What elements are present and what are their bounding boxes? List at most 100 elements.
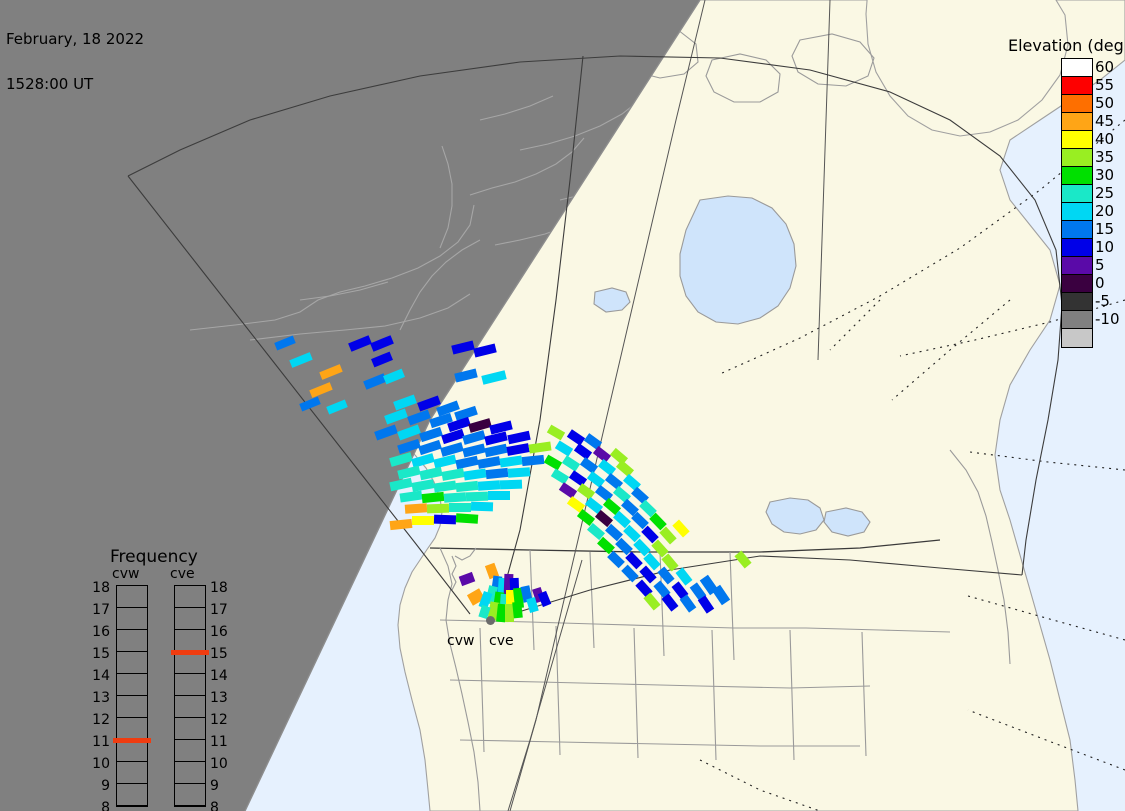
backscatter-cell	[412, 516, 434, 525]
elevation-tick-label: -5	[1095, 292, 1110, 310]
elevation-tick-label: 15	[1095, 220, 1115, 238]
frequency-tick-label: 9	[101, 778, 110, 794]
backscatter-cell	[470, 501, 494, 512]
elevation-colorbar-title: Elevation (deg)	[1008, 36, 1125, 55]
frequency-gauge-cell	[175, 784, 205, 806]
backscatter-cell	[404, 503, 428, 514]
elevation-color-cell	[1062, 95, 1092, 113]
frequency-tick-label: 18	[92, 580, 110, 596]
frequency-gauge-cell	[175, 762, 205, 784]
elevation-tick-label: 45	[1095, 112, 1115, 130]
frequency-gauge-cell	[175, 674, 205, 696]
frequency-gauge-cell	[175, 630, 205, 652]
elevation-color-cell	[1062, 257, 1092, 275]
frequency-tick-label: 15	[92, 646, 110, 662]
backscatter-cell	[573, 443, 593, 460]
elevation-color-cell	[1062, 311, 1092, 329]
backscatter-cell	[473, 343, 497, 358]
frequency-gauge-cvw	[113, 585, 151, 807]
backscatter-cell	[506, 590, 515, 614]
backscatter-cell	[659, 526, 677, 545]
backscatter-cell	[734, 550, 752, 569]
elevation-colorbar-panel: Elevation (deg) 60 55 50 45 40 35 30 25 20 15 10 5 0…	[1005, 36, 1125, 356]
elevation-color-cell	[1062, 329, 1092, 347]
site-label-cvw: cvw	[447, 633, 475, 649]
elevation-tick-label: -10	[1095, 310, 1120, 328]
backscatter-cell	[488, 491, 510, 500]
frequency-tick-label: 13	[210, 690, 228, 706]
frequency-scale-right: 18 17 16 15 14 13 12 11 10 9 8	[210, 577, 232, 811]
backscatter-cell	[537, 590, 552, 608]
frequency-tick-label: 14	[210, 668, 228, 684]
elevation-tick-label: 50	[1095, 94, 1115, 112]
frequency-gauge-cell	[117, 784, 147, 806]
backscatter-cell	[374, 424, 398, 441]
frequency-gauge-cell	[175, 740, 205, 762]
frequency-tick-label: 9	[210, 778, 219, 794]
elevation-color-cell	[1062, 167, 1092, 185]
frequency-tick-label: 14	[92, 668, 110, 684]
backscatter-cell	[407, 409, 431, 426]
backscatter-cell	[558, 482, 578, 499]
elevation-color-cell	[1062, 293, 1092, 311]
frequency-tick-label: 16	[92, 624, 110, 640]
timestamp-date: February, 18 2022	[6, 30, 145, 48]
backscatter-cell	[289, 352, 313, 368]
frequency-gauge-cell	[117, 740, 147, 762]
backscatter-cell	[543, 454, 563, 471]
day-coastline-layer	[429, 23, 1011, 811]
radar-fov-outline	[127, 55, 1063, 615]
backscatter-cell	[299, 396, 321, 412]
backscatter-cell	[528, 441, 552, 454]
elevation-color-cell	[1062, 239, 1092, 257]
backscatter-cell	[550, 468, 570, 485]
frequency-tick-label: 10	[92, 756, 110, 772]
backscatter-cell	[481, 370, 507, 385]
backscatter-cell	[485, 467, 509, 480]
backscatter-cell	[326, 399, 348, 415]
frequency-tick-label: 11	[210, 734, 228, 750]
backscatter-cell	[455, 455, 479, 470]
frequency-tick-label: 16	[210, 624, 228, 640]
frequency-marker-cve	[171, 650, 209, 655]
backscatter-cell	[505, 604, 514, 622]
backscatter-cell	[506, 443, 530, 456]
frequency-tick-label: 13	[92, 690, 110, 706]
backscatter-cell	[512, 601, 523, 619]
backscatter-cell	[309, 382, 333, 398]
frequency-gauge-cell	[175, 586, 205, 608]
backscatter-cell	[348, 335, 372, 352]
backscatter-cell	[383, 368, 405, 385]
radar-site-marker	[486, 616, 495, 625]
backscatter-cell	[443, 492, 467, 503]
backscatter-cell	[455, 513, 479, 524]
backscatter-cell	[389, 452, 413, 467]
elevation-tick-label: 30	[1095, 166, 1115, 184]
backscatter-cell	[455, 480, 479, 493]
frequency-gauge-cell	[117, 674, 147, 696]
frequency-tick-label: 18	[210, 580, 228, 596]
elevation-tick-label: 10	[1095, 238, 1115, 256]
elevation-color-cell	[1062, 203, 1092, 221]
elevation-tick-label: 5	[1095, 256, 1105, 274]
backscatter-cell	[615, 459, 635, 478]
frequency-tick-label: 8	[101, 800, 110, 811]
backscatter-cell	[371, 351, 393, 368]
backscatter-cell	[477, 480, 501, 491]
elevation-tick-label: 20	[1095, 202, 1115, 220]
backscatter-cell	[411, 479, 435, 492]
frequency-legend-panel: Frequency cvw cve 18 17 16 15 14 13 12 11 10 9 8 1…	[88, 547, 248, 811]
frequency-marker-cvw	[113, 738, 151, 743]
frequency-gauge-cell	[175, 652, 205, 674]
frequency-tick-label: 11	[92, 734, 110, 750]
backscatter-cell	[454, 368, 478, 383]
frequency-gauge-cell	[117, 586, 147, 608]
backscatter-cell	[421, 491, 445, 504]
frequency-gauge-name-cvw: cvw	[112, 566, 140, 582]
backscatter-cell	[711, 584, 731, 606]
elevation-tick-label: 0	[1095, 274, 1105, 292]
timestamp-block: February, 18 2022 1528:00 UT	[6, 2, 144, 122]
backscatter-cell	[465, 491, 489, 502]
meridian-lines	[507, 0, 831, 811]
